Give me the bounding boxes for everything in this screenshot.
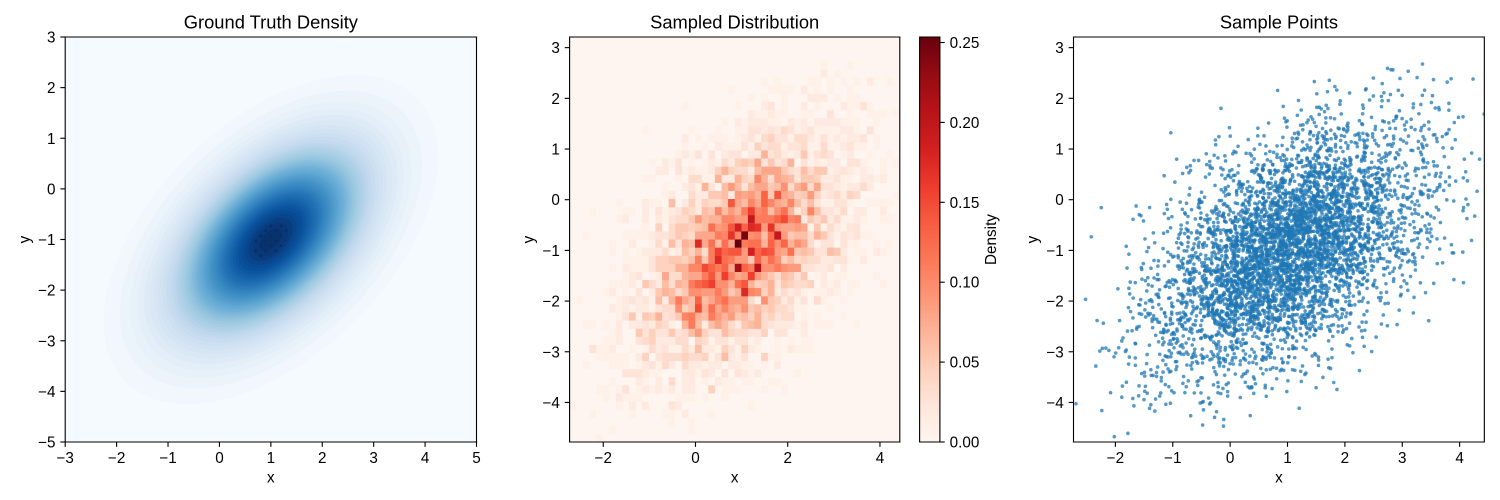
- svg-text:1: 1: [47, 131, 56, 148]
- svg-text:0.20: 0.20: [950, 115, 980, 132]
- svg-text:0: 0: [215, 450, 223, 467]
- svg-text:0: 0: [551, 192, 560, 209]
- svg-text:2: 2: [783, 450, 791, 467]
- svg-text:0.25: 0.25: [950, 35, 980, 52]
- svg-text:4: 4: [876, 450, 885, 467]
- svg-text:0.10: 0.10: [950, 275, 980, 292]
- svg-text:3: 3: [551, 40, 560, 57]
- svg-text:−3: −3: [57, 450, 74, 467]
- svg-text:4: 4: [421, 450, 430, 467]
- svg-text:−5: −5: [38, 435, 55, 452]
- svg-text:0: 0: [691, 450, 700, 467]
- svg-text:0: 0: [47, 181, 56, 198]
- svg-text:y: y: [16, 235, 33, 243]
- svg-text:0.15: 0.15: [950, 195, 980, 212]
- svg-text:1: 1: [267, 450, 276, 467]
- svg-text:−1: −1: [159, 450, 176, 467]
- svg-text:y: y: [521, 235, 538, 243]
- svg-text:−3: −3: [38, 333, 55, 350]
- svg-text:−3: −3: [542, 344, 559, 361]
- svg-text:5: 5: [472, 450, 481, 467]
- svg-text:−2: −2: [595, 450, 612, 467]
- svg-text:−4: −4: [542, 395, 560, 412]
- svg-text:−4: −4: [38, 384, 56, 401]
- svg-text:Density: Density: [983, 214, 1000, 265]
- svg-text:x: x: [267, 470, 275, 487]
- svg-text:Ground Truth Density: Ground Truth Density: [184, 12, 359, 33]
- svg-text:0.00: 0.00: [950, 435, 980, 452]
- svg-text:2: 2: [318, 450, 327, 467]
- svg-text:−2: −2: [108, 450, 125, 467]
- svg-text:0.05: 0.05: [950, 355, 980, 372]
- svg-text:Sampled Distribution: Sampled Distribution: [650, 12, 819, 33]
- svg-text:2: 2: [551, 91, 560, 108]
- svg-text:3: 3: [47, 30, 56, 47]
- svg-text:1: 1: [551, 142, 560, 159]
- svg-text:−1: −1: [542, 243, 559, 260]
- svg-text:x: x: [731, 470, 739, 487]
- svg-text:−2: −2: [542, 294, 559, 311]
- svg-text:2: 2: [47, 80, 56, 97]
- svg-text:−2: −2: [38, 283, 55, 300]
- svg-text:3: 3: [369, 450, 378, 467]
- svg-text:−1: −1: [38, 232, 55, 249]
